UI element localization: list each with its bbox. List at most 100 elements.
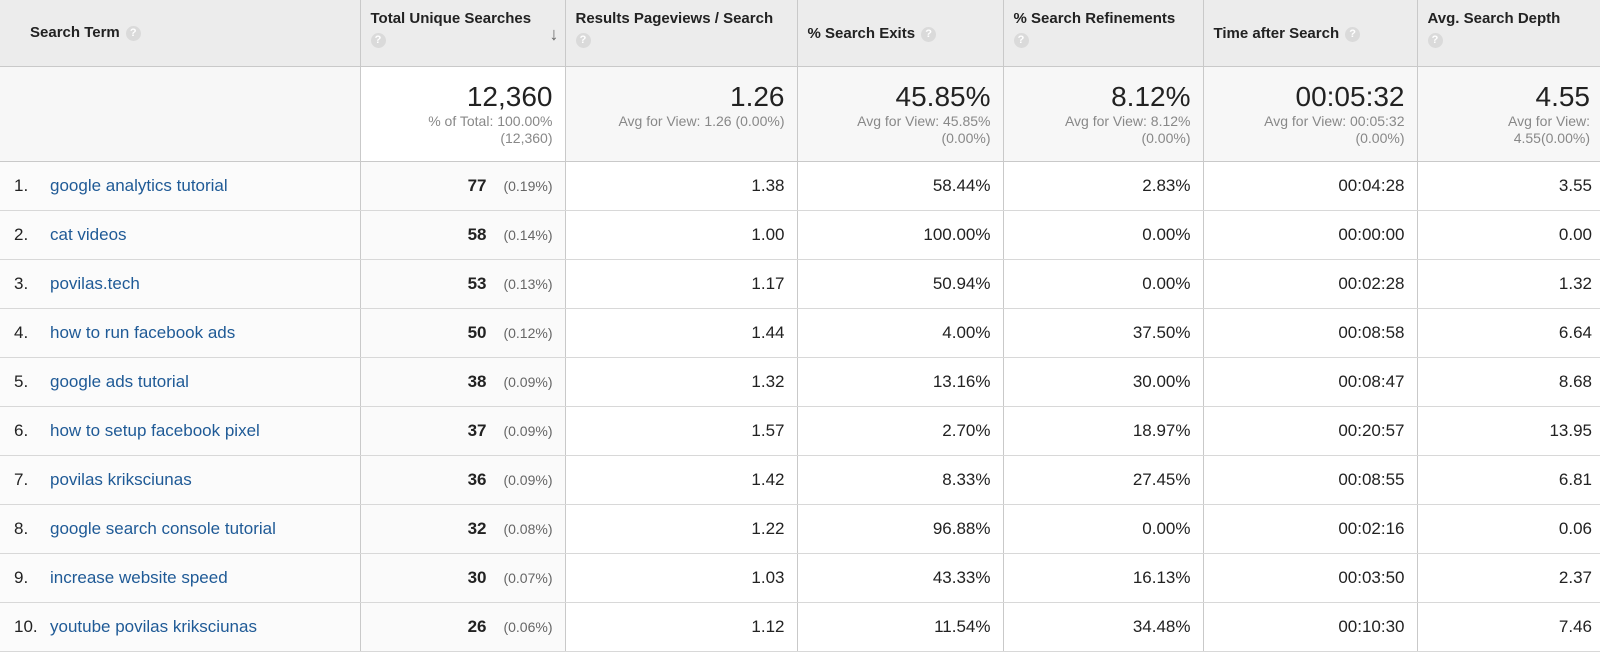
- search-term-cell: 9. increase website speed: [0, 553, 361, 603]
- unique-searches-percent: (0.09%): [503, 422, 553, 439]
- time-after-search-cell: 00:02:16: [1203, 504, 1418, 554]
- table-row: 1. google analytics tutorial 77 (0.19%) 1.…: [0, 161, 1600, 211]
- search-exits-cell: 100.00%: [797, 210, 1004, 260]
- unique-searches-value: 77: [467, 175, 487, 195]
- time-after-search-cell: 00:20:57: [1203, 406, 1418, 456]
- search-refinements-cell: 0.00%: [1003, 210, 1204, 260]
- col-header-search-exits[interactable]: % Search Exits?: [797, 0, 1004, 67]
- table-row: 7. povilas kriksciunas 36 (0.09%) 1.42 8.3…: [0, 455, 1600, 505]
- col-header-search-term[interactable]: Search Term?: [0, 0, 361, 67]
- search-refinements-cell: 27.45%: [1003, 455, 1204, 505]
- col-header-results-pageviews[interactable]: Results Pageviews / Search?: [565, 0, 798, 67]
- unique-searches-percent: (0.06%): [503, 618, 553, 635]
- col-header-total-unique-searches[interactable]: Total Unique Searches? ↓: [360, 0, 566, 67]
- header-row: Search Term? Total Unique Searches? ↓ Re…: [0, 0, 1600, 67]
- search-term-link[interactable]: google ads tutorial: [50, 371, 189, 391]
- unique-searches-percent: (0.19%): [503, 177, 553, 194]
- col-header-search-refinements[interactable]: % Search Refinements?: [1003, 0, 1204, 67]
- unique-searches-value: 38: [467, 371, 487, 391]
- row-index: 5.: [14, 371, 29, 391]
- unique-searches-value: 32: [467, 518, 487, 538]
- search-term-cell: 4. how to run facebook ads: [0, 308, 361, 358]
- search-exits-cell: 13.16%: [797, 357, 1004, 407]
- search-term-link[interactable]: google search console tutorial: [50, 518, 276, 538]
- search-term-link[interactable]: cat videos: [50, 224, 127, 244]
- row-index: 9.: [14, 567, 29, 587]
- unique-searches-cell: 36 (0.09%): [360, 455, 566, 505]
- row-index: 10.: [14, 616, 38, 636]
- results-pageviews-cell: 1.32: [565, 357, 798, 407]
- search-exits-cell: 11.54%: [797, 602, 1004, 652]
- table-row: 3. povilas.tech 53 (0.13%) 1.17 50.94% 0.0…: [0, 259, 1600, 309]
- search-term-link[interactable]: povilas kriksciunas: [50, 469, 192, 489]
- col-header-avg-search-depth[interactable]: Avg. Search Depth?: [1417, 0, 1600, 67]
- avg-search-depth-cell: 0.00: [1417, 210, 1600, 260]
- search-term-link[interactable]: povilas.tech: [50, 273, 140, 293]
- search-term-link[interactable]: increase website speed: [50, 567, 228, 587]
- time-after-search-cell: 00:08:55: [1203, 455, 1418, 505]
- help-icon[interactable]: ?: [1013, 33, 1029, 48]
- results-pageviews-cell: 1.42: [565, 455, 798, 505]
- time-after-search-cell: 00:00:00: [1203, 210, 1418, 260]
- results-pageviews-cell: 1.17: [565, 259, 798, 309]
- help-icon[interactable]: ?: [575, 33, 591, 48]
- unique-searches-cell: 37 (0.09%): [360, 406, 566, 456]
- help-icon[interactable]: ?: [921, 26, 937, 42]
- search-exits-cell: 96.88%: [797, 504, 1004, 554]
- help-icon[interactable]: ?: [1427, 33, 1443, 48]
- help-icon[interactable]: ?: [370, 33, 386, 48]
- time-after-search-cell: 00:03:50: [1203, 553, 1418, 603]
- col-header-time-after-search[interactable]: Time after Search?: [1203, 0, 1418, 67]
- results-pageviews-cell: 1.12: [565, 602, 798, 652]
- avg-search-depth-cell: 1.32: [1417, 259, 1600, 309]
- table-row: 6. how to setup facebook pixel 37 (0.09%) …: [0, 406, 1600, 456]
- unique-searches-percent: (0.08%): [503, 520, 553, 537]
- avg-search-depth-cell: 6.81: [1417, 455, 1600, 505]
- unique-searches-percent: (0.12%): [503, 324, 553, 341]
- search-term-link[interactable]: google analytics tutorial: [50, 175, 228, 195]
- help-icon[interactable]: ?: [1345, 26, 1361, 42]
- unique-searches-percent: (0.07%): [503, 569, 553, 586]
- unique-searches-value: 30: [467, 567, 487, 587]
- unique-searches-percent: (0.13%): [503, 275, 553, 292]
- unique-searches-cell: 77 (0.19%): [360, 161, 566, 211]
- table-row: 8. google search console tutorial 32 (0.08…: [0, 504, 1600, 554]
- search-refinements-cell: 37.50%: [1003, 308, 1204, 358]
- avg-search-depth-cell: 0.06: [1417, 504, 1600, 554]
- search-refinements-cell: 2.83%: [1003, 161, 1204, 211]
- table-row: 10. youtube povilas kriksciunas 26 (0.06%)…: [0, 602, 1600, 652]
- unique-searches-value: 58: [467, 224, 487, 244]
- unique-searches-value: 50: [467, 322, 487, 342]
- results-pageviews-cell: 1.22: [565, 504, 798, 554]
- search-exits-cell: 50.94%: [797, 259, 1004, 309]
- row-index: 1.: [14, 175, 29, 195]
- search-term-cell: 6. how to setup facebook pixel: [0, 406, 361, 456]
- avg-search-depth-cell: 2.37: [1417, 553, 1600, 603]
- totals-search-refinements: 8.12% Avg for View: 8.12% (0.00%): [1003, 66, 1204, 162]
- results-pageviews-cell: 1.03: [565, 553, 798, 603]
- time-after-search-cell: 00:04:28: [1203, 161, 1418, 211]
- help-icon[interactable]: ?: [125, 25, 141, 41]
- row-index: 6.: [14, 420, 29, 440]
- unique-searches-cell: 58 (0.14%): [360, 210, 566, 260]
- unique-searches-percent: (0.14%): [503, 226, 553, 243]
- search-term-cell: 5. google ads tutorial: [0, 357, 361, 407]
- unique-searches-value: 36: [467, 469, 487, 489]
- table-row: 4. how to run facebook ads 50 (0.12%) 1.44…: [0, 308, 1600, 358]
- unique-searches-cell: 32 (0.08%): [360, 504, 566, 554]
- row-index: 8.: [14, 518, 29, 538]
- totals-time-after-search: 00:05:32 Avg for View: 00:05:32 (0.00%): [1203, 66, 1418, 162]
- avg-search-depth-cell: 8.68: [1417, 357, 1600, 407]
- totals-label-cell: [0, 66, 361, 162]
- search-term-link[interactable]: youtube povilas kriksciunas: [50, 616, 257, 636]
- search-term-link[interactable]: how to run facebook ads: [50, 322, 236, 342]
- sort-descending-icon[interactable]: ↓: [549, 24, 559, 44]
- search-term-cell: 1. google analytics tutorial: [0, 161, 361, 211]
- search-term-link[interactable]: how to setup facebook pixel: [50, 420, 260, 440]
- row-index: 7.: [14, 469, 29, 489]
- unique-searches-value: 53: [467, 273, 487, 293]
- search-exits-cell: 2.70%: [797, 406, 1004, 456]
- unique-searches-cell: 53 (0.13%): [360, 259, 566, 309]
- search-term-cell: 8. google search console tutorial: [0, 504, 361, 554]
